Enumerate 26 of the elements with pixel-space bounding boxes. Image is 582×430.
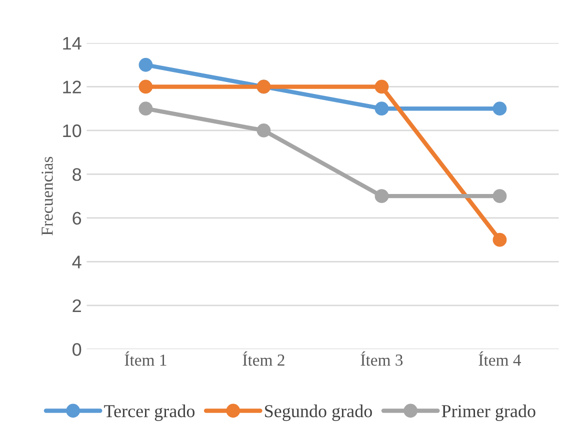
y-tick-label: 10 xyxy=(63,124,82,138)
point xyxy=(374,80,389,94)
x-tick-label: Ítem 3 xyxy=(360,351,403,366)
x-tick-label: Ítem 4 xyxy=(478,351,521,366)
y-tick-label: 2 xyxy=(72,299,81,312)
y-tick-label: 0 xyxy=(72,343,82,356)
y-axis-title: Frecuencias xyxy=(42,156,53,236)
x-tick-label: Ítem 1 xyxy=(124,351,166,366)
y-tick-label: 4 xyxy=(72,256,82,268)
legend-label: Tercer grado xyxy=(104,404,195,421)
point xyxy=(374,102,389,116)
point xyxy=(138,80,153,94)
point xyxy=(138,102,153,116)
point xyxy=(256,124,271,138)
point xyxy=(374,189,389,204)
point xyxy=(492,232,507,247)
point xyxy=(138,58,153,72)
y-tick-label: 14 xyxy=(63,37,82,50)
point xyxy=(492,189,507,204)
legend-label: Segundo grado xyxy=(265,404,372,421)
y-tick-label: 8 xyxy=(72,168,82,181)
point xyxy=(492,102,507,116)
legend-label: Primer grado xyxy=(442,404,536,421)
x-tick-label: Ítem 2 xyxy=(242,351,284,366)
y-tick-label: 6 xyxy=(72,212,82,225)
y-tick-label: 12 xyxy=(63,80,81,94)
